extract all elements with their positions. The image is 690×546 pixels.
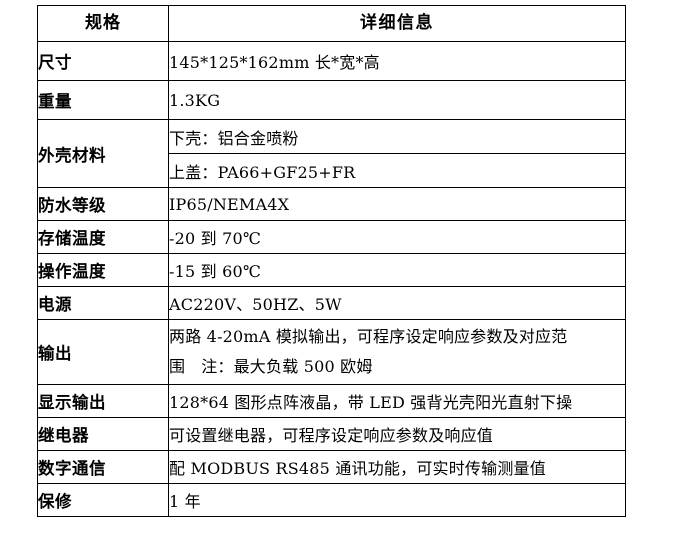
row-label-weight: 重量 <box>37 80 169 120</box>
row-value-relay: 可设置继电器，可程序设定响应参数及响应值 <box>168 417 626 451</box>
row-value-housing-upper: 上盖：PA66+GF25+FR <box>168 153 626 188</box>
table-row: 存储温度 -20 到 70℃ <box>37 220 626 254</box>
row-label-storage-temperature: 存储温度 <box>37 220 169 254</box>
row-value-display-output: 128*64 图形点阵液晶，带 LED 强背光壳阳光直射下操 <box>168 384 626 418</box>
table-row: 操作温度 -15 到 60℃ <box>37 253 626 287</box>
table-row: 尺寸 145*125*162mm 长*宽*高 <box>37 41 626 81</box>
row-value-output: 两路 4-20mA 模拟输出，可程序设定响应参数及对应范 围注：最大负载 500… <box>168 319 626 385</box>
row-value-storage-temperature: -20 到 70℃ <box>168 220 626 254</box>
table-row: 电源 AC220V、50HZ、5W <box>37 286 626 320</box>
table-row: 继电器 可设置继电器，可程序设定响应参数及响应值 <box>37 417 626 451</box>
table-header-row: 规格 详细信息 <box>37 5 626 42</box>
row-value-operating-temperature: -15 到 60℃ <box>168 253 626 287</box>
table-row: 输出 两路 4-20mA 模拟输出，可程序设定响应参数及对应范 围注：最大负载 … <box>37 319 626 385</box>
table-row: 数字通信 配 MODBUS RS485 通讯功能，可实时传输测量值 <box>37 450 626 484</box>
row-label-digital-communication: 数字通信 <box>37 450 169 484</box>
row-label-housing-material: 外壳材料 <box>37 119 169 188</box>
row-label-display-output: 显示输出 <box>37 384 169 418</box>
row-value-weight: 1.3KG <box>168 80 626 120</box>
output-line-2: 围注：最大负载 500 欧姆 <box>169 352 625 382</box>
row-value-dimension: 145*125*162mm 长*宽*高 <box>168 41 626 81</box>
specification-table: 规格 详细信息 尺寸 145*125*162mm 长*宽*高 重量 1.3KG … <box>37 5 626 517</box>
table-row: 保修 1 年 <box>37 483 626 517</box>
row-value-waterproof-rating: IP65/NEMA4X <box>168 187 626 221</box>
row-label-power-supply: 电源 <box>37 286 169 320</box>
table-row: 显示输出 128*64 图形点阵液晶，带 LED 强背光壳阳光直射下操 <box>37 384 626 418</box>
row-label-waterproof-rating: 防水等级 <box>37 187 169 221</box>
row-value-digital-communication: 配 MODBUS RS485 通讯功能，可实时传输测量值 <box>168 450 626 484</box>
row-label-output: 输出 <box>37 319 169 385</box>
output-line-1: 两路 4-20mA 模拟输出，可程序设定响应参数及对应范 <box>169 327 568 346</box>
table-row: 防水等级 IP65/NEMA4X <box>37 187 626 221</box>
table-row: 上盖：PA66+GF25+FR <box>38 153 626 188</box>
row-label-relay: 继电器 <box>37 417 169 451</box>
table-row: 重量 1.3KG <box>37 80 626 120</box>
header-cell-detail: 详细信息 <box>168 5 626 42</box>
row-value-warranty: 1 年 <box>168 483 626 517</box>
table-row: 外壳材料 下壳：铝合金喷粉 <box>37 119 626 188</box>
row-label-operating-temperature: 操作温度 <box>37 253 169 287</box>
output-line-2-head: 围 <box>169 357 186 376</box>
header-cell-spec: 规格 <box>37 5 169 42</box>
row-label-warranty: 保修 <box>37 483 169 517</box>
row-label-dimension: 尺寸 <box>37 41 169 81</box>
output-line-2-note: 注：最大负载 500 欧姆 <box>201 357 373 376</box>
row-value-power-supply: AC220V、50HZ、5W <box>168 286 626 320</box>
row-value-housing-lower: 下壳：铝合金喷粉 <box>168 119 626 154</box>
